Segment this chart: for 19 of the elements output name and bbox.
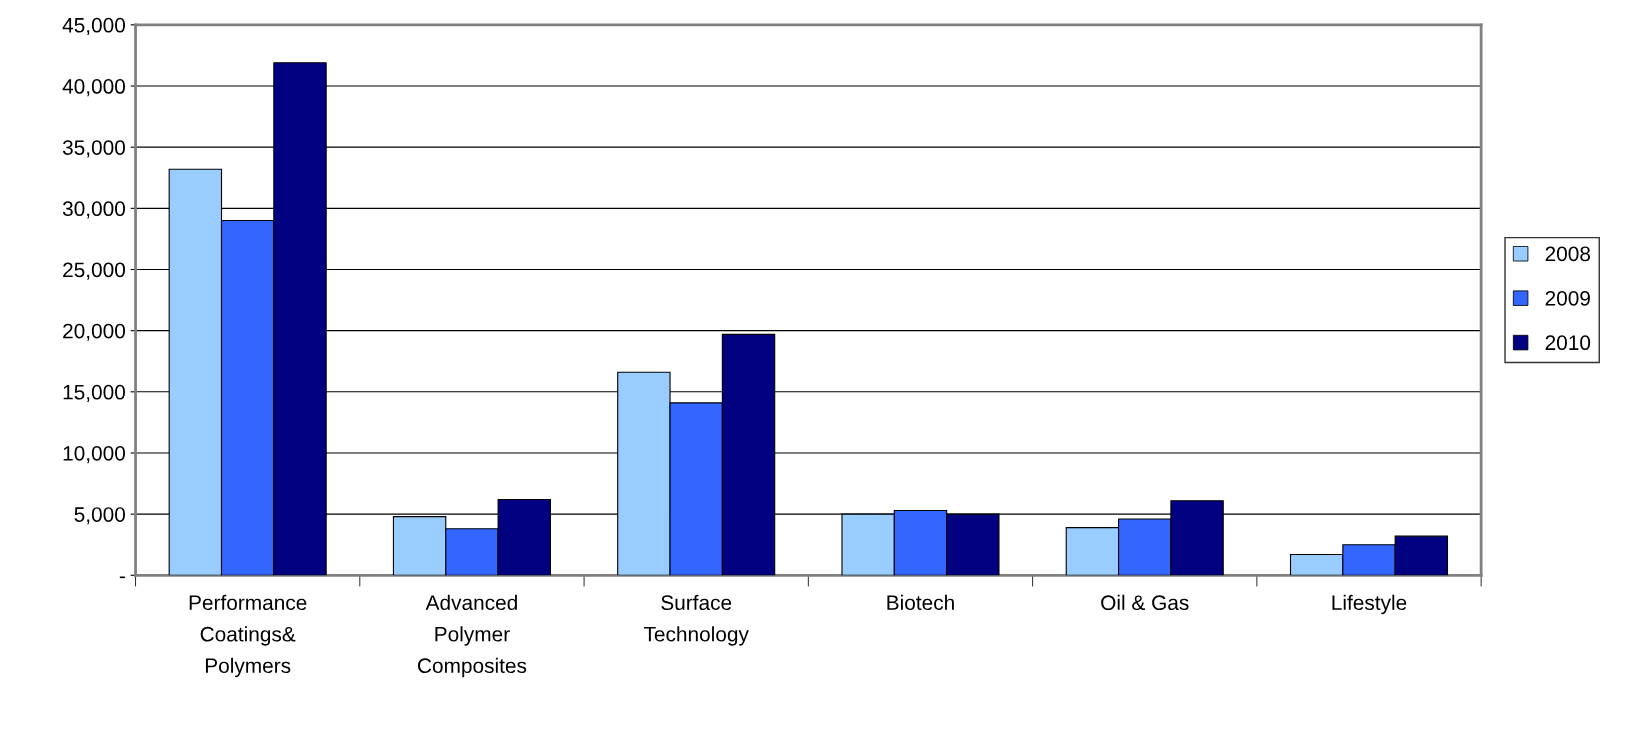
y-tick-label: 5,000 (74, 507, 126, 525)
x-tick-label: Performance Coatings& Polymers (189, 594, 307, 678)
legend-label: 2008 (1545, 246, 1591, 262)
x-tick-label: Oil & Gas (1101, 594, 1189, 611)
x-tick-label: Lifestyle (1332, 594, 1407, 615)
legend-label: 2010 (1545, 335, 1591, 351)
y-tick-label: 30,000 (62, 201, 126, 219)
y-tick-label: 10,000 (63, 445, 126, 464)
legend-label: 2009 (1545, 290, 1590, 306)
y-tick-label: 15,000 (63, 384, 126, 403)
y-tick-label: 40,000 (62, 79, 126, 97)
y-tick-label: 45,000 (62, 17, 126, 36)
y-tick-label: - (119, 576, 125, 579)
x-tick-label: Biotech (887, 594, 954, 611)
y-tick-label: 25,000 (63, 262, 126, 280)
x-tick-label: Surface Technology (643, 594, 749, 646)
y-tick-label: 35,000 (62, 140, 126, 158)
y-tick-label: 20,000 (63, 323, 126, 341)
x-tick-label: Advanced Polymer Composites (418, 594, 527, 678)
